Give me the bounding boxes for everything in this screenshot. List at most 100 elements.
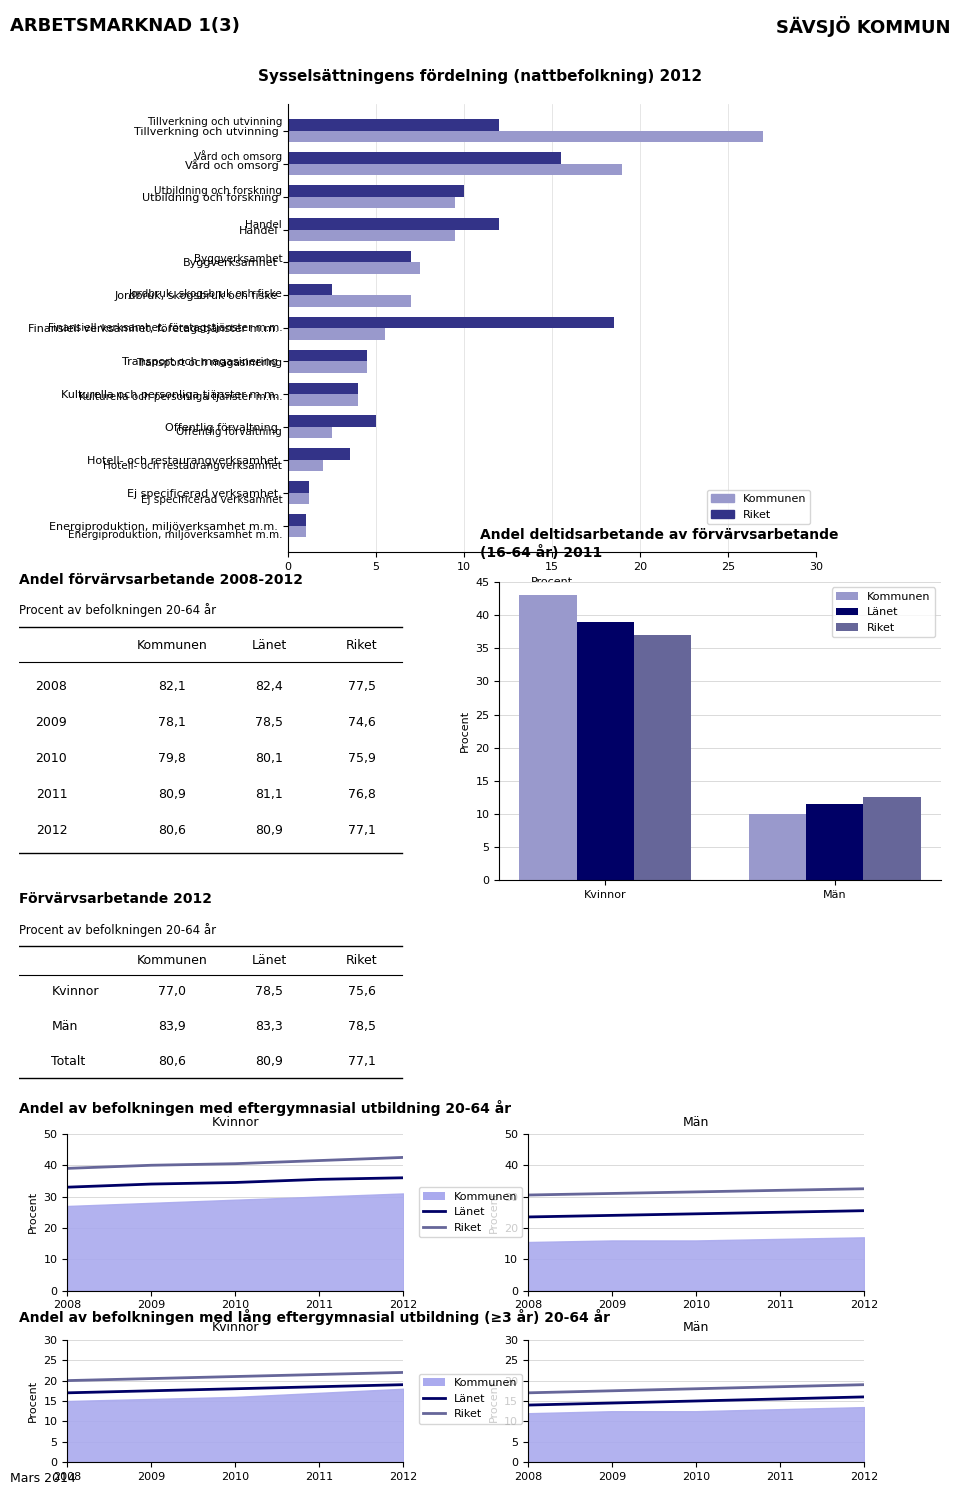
Title: Kvinnor: Kvinnor	[211, 1116, 259, 1128]
Text: ARBETSMARKNAD 1(3): ARBETSMARKNAD 1(3)	[10, 16, 239, 36]
Text: Förvärvsarbetande 2012: Förvärvsarbetande 2012	[19, 892, 212, 906]
Bar	[288, 283, 332, 295]
Bar	[288, 349, 368, 361]
Bar	[749, 815, 806, 880]
Text: 80,6: 80,6	[158, 1055, 186, 1068]
Bar	[288, 164, 622, 175]
Text: Procent av befolkningen 20-64 år: Procent av befolkningen 20-64 år	[19, 922, 216, 937]
Bar	[288, 316, 613, 328]
Text: 80,1: 80,1	[255, 752, 283, 765]
Text: Offentlig förvaltning: Offentlig förvaltning	[177, 427, 282, 437]
Text: 2009: 2009	[36, 716, 67, 730]
Text: Totalt: Totalt	[52, 1055, 85, 1068]
Text: 76,8: 76,8	[348, 788, 376, 801]
Text: Män: Män	[52, 1019, 78, 1032]
Bar	[288, 152, 561, 164]
Bar	[288, 427, 332, 439]
Bar	[288, 131, 763, 142]
Text: 2012: 2012	[36, 824, 67, 837]
Bar	[288, 382, 358, 394]
Bar	[634, 636, 691, 880]
Text: 82,4: 82,4	[255, 680, 283, 694]
Text: Ej specificerad verksamhet: Ej specificerad verksamhet	[140, 495, 282, 506]
Text: 78,5: 78,5	[255, 716, 283, 730]
Text: Jordbruk, skogsbruk och fiske: Jordbruk, skogsbruk och fiske	[129, 289, 282, 298]
Text: Kvinnor: Kvinnor	[52, 985, 99, 998]
Text: SÄVSJÖ KOMMUN: SÄVSJÖ KOMMUN	[776, 15, 950, 37]
Text: Utbildning och forskning: Utbildning och forskning	[155, 185, 282, 195]
Legend: Kommunen, Riket: Kommunen, Riket	[707, 489, 810, 524]
Y-axis label: Procent: Procent	[489, 1191, 498, 1234]
Text: Kulturella och personliga tjänster m.m.: Kulturella och personliga tjänster m.m.	[79, 392, 282, 403]
Title: Män: Män	[683, 1116, 709, 1128]
Bar	[288, 251, 411, 263]
Bar	[288, 119, 499, 131]
Title: Män: Män	[683, 1322, 709, 1334]
Y-axis label: Procent: Procent	[460, 710, 469, 752]
Text: 82,1: 82,1	[158, 680, 186, 694]
Bar	[806, 804, 863, 880]
Bar	[519, 595, 577, 880]
Text: Finansiell verksamhet, företagstjänster m.m.: Finansiell verksamhet, företagstjänster …	[48, 324, 282, 333]
Text: 78,5: 78,5	[348, 1019, 376, 1032]
Text: 79,8: 79,8	[158, 752, 186, 765]
Bar	[288, 197, 455, 207]
X-axis label: Procent: Procent	[531, 577, 573, 588]
Bar	[288, 449, 349, 460]
Text: 83,3: 83,3	[255, 1019, 283, 1032]
Text: 2008: 2008	[36, 680, 67, 694]
Bar	[288, 460, 324, 471]
Text: Sysselsättningens fördelning (nattbefolkning) 2012: Sysselsättningens fördelning (nattbefolk…	[258, 69, 702, 84]
Text: 80,9: 80,9	[255, 824, 283, 837]
Text: 78,1: 78,1	[158, 716, 186, 730]
Text: Andel deltidsarbetande av förvärvsarbetande
(16-64 år) 2011: Andel deltidsarbetande av förvärvsarbeta…	[480, 528, 838, 560]
Bar	[288, 230, 455, 242]
Text: 77,1: 77,1	[348, 824, 376, 837]
Text: 74,6: 74,6	[348, 716, 375, 730]
Y-axis label: Procent: Procent	[28, 1380, 37, 1422]
Text: 75,9: 75,9	[348, 752, 376, 765]
Text: Riket: Riket	[347, 953, 377, 967]
Text: 77,5: 77,5	[348, 680, 376, 694]
Bar	[288, 218, 499, 230]
Text: 2010: 2010	[36, 752, 67, 765]
Text: 80,9: 80,9	[158, 788, 186, 801]
Text: Procent av befolkningen 20-64 år: Procent av befolkningen 20-64 år	[19, 603, 216, 616]
Text: Hotell- och restaurangverksamhet: Hotell- och restaurangverksamhet	[104, 461, 282, 471]
Text: Andel förvärvsarbetande 2008-2012: Andel förvärvsarbetande 2008-2012	[19, 573, 303, 586]
Text: Mars 2014: Mars 2014	[10, 1473, 75, 1485]
Title: Kvinnor: Kvinnor	[211, 1322, 259, 1334]
Bar	[288, 295, 411, 307]
Text: 77,0: 77,0	[158, 985, 186, 998]
Text: Kommunen: Kommunen	[137, 639, 207, 652]
Text: Riket: Riket	[347, 639, 377, 652]
Text: Handel: Handel	[246, 219, 282, 230]
Bar	[288, 361, 368, 373]
Bar	[288, 394, 358, 406]
Legend: Kommunen, Länet, Riket: Kommunen, Länet, Riket	[419, 1374, 522, 1423]
Text: Tillverkning och utvinning: Tillverkning och utvinning	[147, 116, 282, 127]
Legend: Kommunen, Länet, Riket: Kommunen, Länet, Riket	[831, 588, 935, 637]
Text: 75,6: 75,6	[348, 985, 376, 998]
Y-axis label: Procent: Procent	[28, 1191, 37, 1234]
Bar	[288, 263, 420, 275]
Text: Andel av befolkningen med eftergymnasial utbildning 20-64 år: Andel av befolkningen med eftergymnasial…	[19, 1100, 512, 1116]
Text: Energiproduktion, miljöverksamhet m.m.: Energiproduktion, miljöverksamhet m.m.	[68, 530, 282, 540]
Text: 2011: 2011	[36, 788, 67, 801]
Bar	[288, 328, 385, 340]
Text: Länet: Länet	[252, 953, 287, 967]
Text: Vård och omsorg: Vård och omsorg	[194, 151, 282, 163]
Text: 83,9: 83,9	[158, 1019, 186, 1032]
Legend: Kommunen, Länet, Riket: Kommunen, Länet, Riket	[419, 1188, 522, 1237]
Bar	[288, 515, 305, 525]
Bar	[863, 797, 921, 880]
Text: Transport och magasinering: Transport och magasinering	[136, 358, 282, 367]
Bar	[288, 415, 376, 427]
Text: 78,5: 78,5	[255, 985, 283, 998]
Text: 80,9: 80,9	[255, 1055, 283, 1068]
Bar	[288, 525, 305, 537]
Bar	[577, 622, 634, 880]
Bar	[288, 185, 464, 197]
Y-axis label: Procent: Procent	[489, 1380, 498, 1422]
Text: 81,1: 81,1	[255, 788, 283, 801]
